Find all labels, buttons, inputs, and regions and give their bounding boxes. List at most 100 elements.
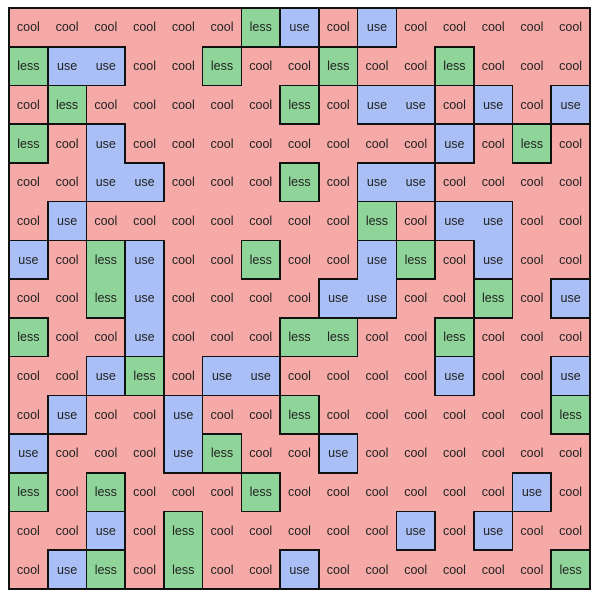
- grid-cell[interactable]: cool: [473, 395, 513, 435]
- grid-cell[interactable]: cool: [512, 356, 552, 396]
- grid-cell[interactable]: use: [47, 395, 87, 435]
- grid-cell[interactable]: cool: [202, 395, 242, 435]
- grid-cell[interactable]: less: [357, 201, 397, 241]
- grid-cell[interactable]: cool: [551, 511, 590, 551]
- grid-cell[interactable]: cool: [512, 46, 552, 86]
- grid-cell[interactable]: use: [47, 550, 87, 589]
- grid-cell[interactable]: use: [9, 240, 48, 280]
- grid-cell[interactable]: cool: [357, 46, 397, 86]
- grid-cell[interactable]: cool: [512, 8, 552, 47]
- grid-cell[interactable]: less: [9, 317, 48, 357]
- grid-cell[interactable]: use: [125, 162, 164, 202]
- grid-cell[interactable]: cool: [435, 472, 474, 512]
- grid-cell[interactable]: cool: [86, 317, 126, 357]
- grid-cell[interactable]: cool: [473, 472, 513, 512]
- grid-cell[interactable]: cool: [163, 356, 203, 396]
- grid-cell[interactable]: cool: [396, 550, 436, 589]
- grid-cell[interactable]: cool: [9, 511, 48, 551]
- grid-cell[interactable]: cool: [163, 201, 203, 241]
- grid-cell[interactable]: use: [125, 317, 164, 357]
- grid-cell[interactable]: less: [9, 472, 48, 512]
- grid-cell[interactable]: less: [280, 317, 319, 357]
- grid-cell[interactable]: use: [241, 356, 281, 396]
- grid-cell[interactable]: less: [241, 240, 281, 280]
- grid-cell[interactable]: use: [435, 124, 474, 163]
- grid-cell[interactable]: cool: [357, 317, 397, 357]
- grid-cell[interactable]: cool: [435, 511, 474, 551]
- grid-cell[interactable]: cool: [163, 240, 203, 280]
- grid-cell[interactable]: cool: [241, 201, 281, 241]
- grid-cell[interactable]: cool: [47, 240, 87, 280]
- grid-cell[interactable]: cool: [435, 240, 474, 280]
- grid-cell[interactable]: use: [86, 511, 126, 551]
- grid-cell[interactable]: use: [163, 434, 203, 473]
- grid-cell[interactable]: cool: [396, 395, 436, 435]
- grid-cell[interactable]: cool: [435, 8, 474, 47]
- grid-cell[interactable]: use: [318, 434, 358, 473]
- grid-cell[interactable]: cool: [512, 550, 552, 589]
- grid-cell[interactable]: cool: [551, 201, 590, 241]
- grid-cell[interactable]: cool: [47, 317, 87, 357]
- grid-cell[interactable]: cool: [241, 162, 281, 202]
- grid-cell[interactable]: cool: [280, 472, 319, 512]
- grid-cell[interactable]: cool: [9, 162, 48, 202]
- grid-cell[interactable]: cool: [512, 240, 552, 280]
- grid-cell[interactable]: use: [357, 85, 397, 125]
- grid-cell[interactable]: cool: [241, 46, 281, 86]
- grid-cell[interactable]: cool: [241, 511, 281, 551]
- grid-cell[interactable]: less: [125, 356, 164, 396]
- grid-cell[interactable]: cool: [280, 46, 319, 86]
- grid-cell[interactable]: cool: [47, 8, 87, 47]
- grid-cell[interactable]: use: [551, 85, 590, 125]
- grid-cell[interactable]: cool: [163, 124, 203, 163]
- grid-cell[interactable]: cool: [241, 550, 281, 589]
- grid-cell[interactable]: cool: [551, 162, 590, 202]
- grid-cell[interactable]: cool: [241, 434, 281, 473]
- grid-cell[interactable]: use: [473, 85, 513, 125]
- grid-cell[interactable]: cool: [202, 279, 242, 318]
- grid-cell[interactable]: cool: [280, 279, 319, 318]
- grid-cell[interactable]: cool: [241, 85, 281, 125]
- grid-cell[interactable]: cool: [47, 279, 87, 318]
- grid-cell[interactable]: cool: [202, 124, 242, 163]
- grid-cell[interactable]: less: [241, 472, 281, 512]
- grid-cell[interactable]: cool: [280, 511, 319, 551]
- grid-cell[interactable]: less: [86, 279, 126, 318]
- grid-cell[interactable]: cool: [512, 511, 552, 551]
- grid-cell[interactable]: cool: [125, 472, 164, 512]
- grid-cell[interactable]: cool: [47, 434, 87, 473]
- grid-cell[interactable]: less: [551, 550, 590, 589]
- grid-cell[interactable]: cool: [396, 124, 436, 163]
- grid-cell[interactable]: cool: [435, 85, 474, 125]
- grid-cell[interactable]: use: [512, 472, 552, 512]
- grid-cell[interactable]: cool: [47, 124, 87, 163]
- grid-cell[interactable]: cool: [473, 124, 513, 163]
- grid-cell[interactable]: use: [357, 162, 397, 202]
- grid-cell[interactable]: less: [163, 550, 203, 589]
- grid-cell[interactable]: cool: [125, 434, 164, 473]
- grid-cell[interactable]: cool: [86, 8, 126, 47]
- grid-cell[interactable]: cool: [47, 356, 87, 396]
- grid-cell[interactable]: use: [396, 511, 436, 551]
- grid-cell[interactable]: use: [280, 8, 319, 47]
- grid-cell[interactable]: use: [396, 162, 436, 202]
- grid-cell[interactable]: use: [473, 511, 513, 551]
- grid-cell[interactable]: cool: [163, 85, 203, 125]
- grid-cell[interactable]: cool: [9, 356, 48, 396]
- grid-cell[interactable]: cool: [125, 85, 164, 125]
- grid-cell[interactable]: cool: [473, 46, 513, 86]
- grid-cell[interactable]: cool: [125, 550, 164, 589]
- grid-cell[interactable]: less: [280, 85, 319, 125]
- grid-cell[interactable]: cool: [357, 550, 397, 589]
- grid-cell[interactable]: less: [435, 46, 474, 86]
- grid-cell[interactable]: use: [551, 356, 590, 396]
- grid-cell[interactable]: less: [86, 240, 126, 280]
- grid-cell[interactable]: cool: [318, 472, 358, 512]
- grid-cell[interactable]: cool: [473, 550, 513, 589]
- grid-cell[interactable]: cool: [280, 240, 319, 280]
- grid-cell[interactable]: cool: [202, 472, 242, 512]
- grid-cell[interactable]: cool: [202, 85, 242, 125]
- grid-cell[interactable]: cool: [512, 434, 552, 473]
- grid-cell[interactable]: cool: [202, 162, 242, 202]
- grid-cell[interactable]: cool: [357, 472, 397, 512]
